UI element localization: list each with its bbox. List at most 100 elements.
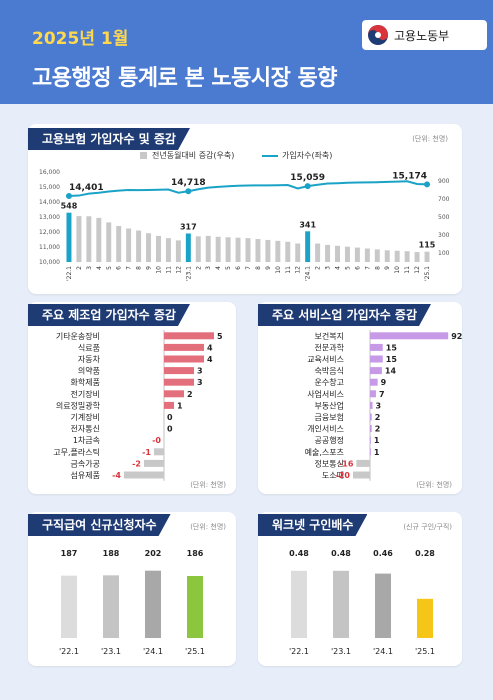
bar-value-label: 2	[375, 425, 381, 434]
bar-change	[164, 343, 204, 351]
x-tick: 11	[165, 266, 172, 274]
y-right-tick: 300	[438, 232, 450, 239]
bar-value	[103, 575, 119, 638]
category-label: 개인서비스	[307, 424, 344, 434]
x-tick: '25.1	[415, 647, 435, 656]
bar-value	[291, 570, 307, 638]
y-left-tick: 15,000	[39, 184, 60, 191]
bar-value-label: 1	[374, 448, 380, 457]
bar-growth	[335, 245, 340, 262]
bar-growth	[185, 233, 191, 262]
x-tick: '22.1	[66, 266, 73, 281]
employment-card: 고용보험 가입자수 및 증감 (단위: 천명) 전년동월대비 증감(우축) 가입…	[28, 124, 462, 294]
bar-growth	[315, 243, 321, 262]
bar-growth	[96, 217, 102, 262]
bar-value-label: 548	[61, 202, 78, 211]
line-value-label: 14,718	[171, 178, 206, 188]
x-tick: 12	[295, 266, 302, 274]
bar-value-label: 186	[187, 549, 204, 558]
bar-value	[187, 576, 203, 638]
bar-value-label: 1	[177, 401, 183, 410]
x-tick: 2	[195, 266, 202, 270]
x-tick: 7	[126, 266, 133, 270]
category-label: 1차금속	[73, 436, 100, 445]
x-tick: 9	[384, 266, 391, 270]
bar-value-label: 2	[375, 413, 381, 422]
category-label: 보건복지	[315, 331, 344, 341]
bar-value	[375, 573, 391, 638]
x-tick: 7	[245, 266, 252, 270]
line-value-label: 14,401	[69, 183, 104, 193]
bar-change	[370, 378, 378, 386]
bar-change	[370, 343, 383, 351]
bar-value-label: 2	[187, 390, 193, 399]
bar-growth	[414, 252, 420, 262]
bar-value-label: 0.46	[373, 549, 393, 558]
x-tick: 4	[215, 266, 222, 270]
manufacturing-card: 주요 제조업 가입자수 증감 (단위: 천명) 기타운송장비 5 식료품 4 자동차 4 의…	[28, 302, 236, 494]
page-title: 고용행정 통계로 본 노동시장 동향	[32, 66, 338, 91]
bar-change	[370, 436, 371, 444]
bar-growth	[354, 247, 360, 262]
x-tick: 5	[106, 266, 113, 270]
bar-change	[164, 378, 194, 386]
x-tick: 11	[404, 266, 411, 274]
employment-chart: 10,000 11,000 12,000 13,000 14,000 15,000 16,0…	[39, 169, 450, 281]
x-tick: '23.1	[185, 266, 192, 281]
bar-growth	[106, 222, 112, 262]
claims-title: 구직급여 신규신청자수	[28, 514, 171, 536]
y-left-tick: 14,000	[39, 199, 60, 206]
y-right-tick: 700	[438, 196, 450, 203]
manufacturing-chart: 기타운송장비 5 식료품 4 자동차 4 의약품 3 화학제품 3 전기장비 2 의료정밀광학 1 기계장비…	[53, 330, 223, 481]
bar-change	[353, 471, 370, 479]
bar-value-label: 0	[167, 413, 173, 422]
bar-growth	[275, 240, 281, 262]
x-tick: '24.1	[143, 647, 163, 656]
employment-unit: (단위: 천명)	[412, 135, 448, 143]
manufacturing-unit: (단위: 천명)	[190, 481, 226, 489]
x-tick: '25.1	[424, 266, 431, 281]
bar-change	[370, 367, 382, 375]
bar-change	[154, 448, 164, 456]
x-tick: '24.1	[373, 647, 393, 656]
category-label: 도소매	[322, 471, 344, 480]
x-tick: '22.1	[289, 647, 309, 656]
x-tick: 7	[364, 266, 371, 270]
category-label: 고무,플라스틱	[53, 447, 100, 457]
x-tick: 11	[285, 266, 292, 274]
bar-growth	[165, 238, 171, 262]
category-label: 전문과학	[315, 342, 345, 352]
bar-value-label: 341	[299, 220, 316, 229]
header: 2025년 1월 고용행정 통계로 본 노동시장 동향	[0, 0, 493, 104]
bar-growth	[384, 250, 390, 262]
bar-value-label: 188	[103, 549, 120, 558]
bar-value-label: 4	[207, 355, 213, 364]
worknet-unit: (신규 구인/구직)	[403, 523, 452, 531]
bar-value-label: 5	[217, 332, 223, 341]
x-tick: 6	[235, 266, 242, 270]
category-label: 금속가공	[71, 459, 100, 468]
x-tick: 3	[205, 266, 212, 270]
category-label: 금융보험	[315, 413, 344, 422]
bar-value-label: 0.28	[415, 549, 435, 558]
x-tick: 10	[394, 266, 401, 274]
bar-growth	[205, 235, 211, 262]
x-tick: 5	[225, 266, 232, 270]
bar-growth	[344, 246, 350, 262]
bar-value	[333, 570, 349, 638]
category-label: 화학제품	[71, 377, 100, 387]
y-left-tick: 11,000	[39, 244, 60, 251]
x-tick: 9	[146, 266, 153, 270]
claims-unit: (단위: 천명)	[190, 523, 226, 531]
bar-change	[124, 471, 164, 479]
y-right-tick: 100	[438, 250, 450, 257]
worknet-chart: 0.48 '22.1 0.48 '23.1 0.46 '24.1 0.28 '25.1	[289, 549, 435, 656]
bar-value-label: 187	[61, 549, 78, 558]
services-title: 주요 서비스업 가입자수 증감	[258, 304, 431, 326]
bar-value-label: 1	[374, 436, 380, 445]
category-label: 자동차	[78, 355, 101, 364]
y-left-tick: 10,000	[39, 259, 60, 266]
x-tick: 5	[344, 266, 351, 270]
line-point	[65, 192, 72, 199]
category-label: 전자통신	[71, 424, 100, 434]
